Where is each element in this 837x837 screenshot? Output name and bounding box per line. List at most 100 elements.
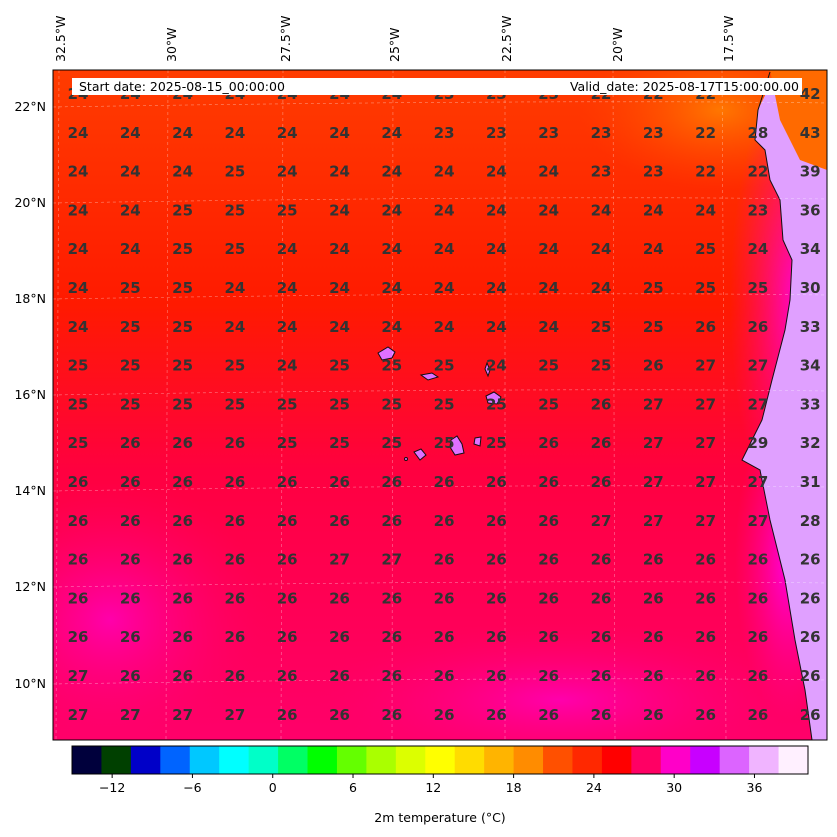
temperature-value: 26 xyxy=(434,589,455,607)
latitude-label: 18°N xyxy=(14,291,46,306)
temperature-value: 24 xyxy=(538,318,559,336)
colorbar-segment xyxy=(278,746,309,774)
temperature-value: 27 xyxy=(643,473,664,491)
colorbar-label: 2m temperature (°C) xyxy=(374,810,505,825)
temperature-value: 26 xyxy=(120,551,141,569)
temperature-value: 23 xyxy=(591,163,612,181)
temperature-value: 26 xyxy=(695,589,716,607)
latitude-label: 12°N xyxy=(14,579,46,594)
temperature-value: 27 xyxy=(68,667,89,685)
temperature-value: 25 xyxy=(120,357,141,375)
temperature-value: 24 xyxy=(486,163,507,181)
temperature-value: 26 xyxy=(747,628,768,646)
temperature-value: 24 xyxy=(695,201,716,219)
temperature-value: 24 xyxy=(434,240,455,258)
colorbar-segment xyxy=(219,746,250,774)
temperature-value: 26 xyxy=(277,628,298,646)
colorbar-segment xyxy=(778,746,809,774)
colorbar-tick-label: 24 xyxy=(586,780,602,795)
temperature-value: 25 xyxy=(120,279,141,297)
temperature-value: 25 xyxy=(172,318,193,336)
temperature-value: 25 xyxy=(120,395,141,413)
temperature-value: 24 xyxy=(486,240,507,258)
temperature-value: 26 xyxy=(747,667,768,685)
temperature-value: 39 xyxy=(800,163,821,181)
temperature-value: 23 xyxy=(538,124,559,142)
temperature-value: 24 xyxy=(172,163,193,181)
latitude-label: 14°N xyxy=(14,483,46,498)
temperature-value: 24 xyxy=(329,279,350,297)
graticule xyxy=(53,70,827,740)
temperature-value: 26 xyxy=(381,473,402,491)
temperature-value: 25 xyxy=(120,318,141,336)
temperature-value: 26 xyxy=(329,589,350,607)
temperature-value: 26 xyxy=(172,551,193,569)
temperature-value: 27 xyxy=(120,706,141,724)
latitude-label: 20°N xyxy=(14,195,46,210)
colorbar-segment xyxy=(189,746,220,774)
temperature-value: 25 xyxy=(277,201,298,219)
temperature-value: 26 xyxy=(800,551,821,569)
temperature-value: 24 xyxy=(277,163,298,181)
temperature-value: 24 xyxy=(747,240,768,258)
colorbar-frame xyxy=(71,745,809,775)
temperature-value: 26 xyxy=(120,434,141,452)
temperature-value: 26 xyxy=(381,706,402,724)
colorbar-segment xyxy=(395,746,426,774)
temperature-value: 24 xyxy=(434,163,455,181)
temperature-value: 24 xyxy=(329,318,350,336)
colorbar-segment xyxy=(101,746,132,774)
temperature-value: 36 xyxy=(800,201,821,219)
temperature-value: 26 xyxy=(172,589,193,607)
temperature-value: 23 xyxy=(747,201,768,219)
temperature-value: 27 xyxy=(329,551,350,569)
temperature-value: 26 xyxy=(591,473,612,491)
temperature-value: 23 xyxy=(643,124,664,142)
temperature-value: 26 xyxy=(224,512,245,530)
temperature-value: 26 xyxy=(591,589,612,607)
temperature-value: 25 xyxy=(224,240,245,258)
temperature-value: 23 xyxy=(486,124,507,142)
temperature-value: 24 xyxy=(277,240,298,258)
temperature-value: 26 xyxy=(800,667,821,685)
colorbar-segment xyxy=(690,746,721,774)
temperature-value: 26 xyxy=(538,628,559,646)
temperature-value: 25 xyxy=(747,279,768,297)
temperature-value: 26 xyxy=(643,357,664,375)
temperature-value: 27 xyxy=(695,434,716,452)
temperature-value: 25 xyxy=(381,357,402,375)
temperature-value: 29 xyxy=(747,434,768,452)
temperature-value: 26 xyxy=(381,628,402,646)
temperature-value: 26 xyxy=(434,667,455,685)
temperature-value: 24 xyxy=(434,279,455,297)
temperature-value: 26 xyxy=(695,706,716,724)
temperature-value: 26 xyxy=(224,473,245,491)
colorbar-ticks: −12 −6 0 6 12 18 24 30 36 xyxy=(99,774,762,795)
temperature-value: 24 xyxy=(329,201,350,219)
temperature-value: 25 xyxy=(172,201,193,219)
longitude-label: 32.5°W xyxy=(53,16,68,62)
date-banner xyxy=(72,78,802,95)
temperature-value: 27 xyxy=(747,395,768,413)
temperature-value: 24 xyxy=(120,240,141,258)
temperature-value: 24 xyxy=(277,279,298,297)
temperature-value: 26 xyxy=(277,512,298,530)
temperature-value: 26 xyxy=(381,512,402,530)
colorbar-segment xyxy=(749,746,780,774)
temperature-value: 26 xyxy=(68,473,89,491)
temperature-value: 26 xyxy=(486,551,507,569)
temperature-value: 26 xyxy=(486,512,507,530)
temperature-value: 26 xyxy=(277,473,298,491)
temperature-value: 26 xyxy=(172,473,193,491)
temperature-value: 34 xyxy=(800,357,821,375)
temperature-value: 26 xyxy=(486,628,507,646)
colorbar-tick-label: 0 xyxy=(269,780,277,795)
temperature-value: 26 xyxy=(538,512,559,530)
temperature-value: 25 xyxy=(643,279,664,297)
temperature-value: 25 xyxy=(277,434,298,452)
temperature-value: 26 xyxy=(277,667,298,685)
temperature-value: 24 xyxy=(120,201,141,219)
temperature-value: 26 xyxy=(643,667,664,685)
temperature-value: 27 xyxy=(643,512,664,530)
